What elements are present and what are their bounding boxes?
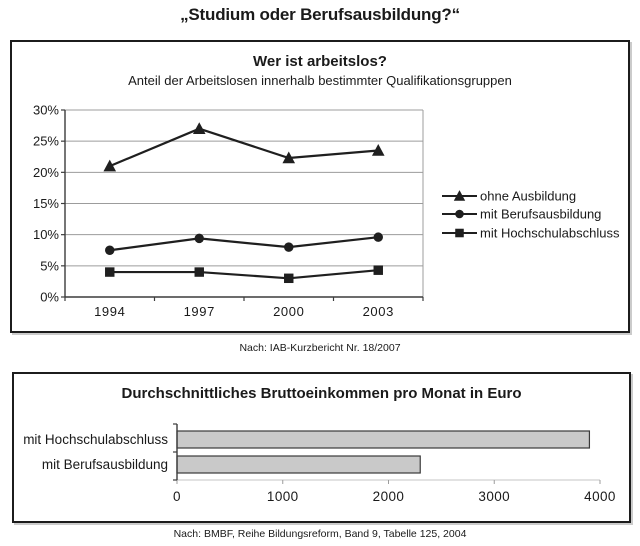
x-tick-label: 3000 [478, 489, 510, 504]
series-marker-triangle [282, 151, 296, 164]
page-title: „Studium oder Berufsausbildung?“ [180, 5, 460, 24]
source-iab: Nach: IAB-Kurzbericht Nr. 18/2007 [239, 342, 401, 354]
income-bar-chart: 0 1000 2000 3000 4000 mit Hochschulabschluss m… [23, 423, 616, 504]
series-marker-square [194, 267, 204, 277]
x-category-label: 1994 [94, 304, 125, 319]
bar [176, 455, 421, 474]
unemployment-chart-panel: Wer ist arbeitslos? Anteil der Arbeitslo… [10, 40, 630, 333]
series-marker-circle [194, 233, 204, 244]
income-chart-title: Durchschnittliches Bruttoeinkommen pro M… [121, 385, 522, 402]
x-category-label: 2000 [273, 304, 304, 319]
x-category-label: 2003 [363, 304, 394, 319]
y-tick-label: 25% [33, 134, 59, 149]
series-marker-circle [284, 242, 294, 252]
x-tick-label: 1000 [267, 489, 299, 504]
legend-marker-circle [455, 209, 464, 219]
y-tick-label: 15% [33, 196, 59, 211]
bar-category-label: mit Berufsausbildung [42, 457, 168, 472]
series-marker-triangle [103, 159, 117, 172]
series-marker-circle [373, 232, 383, 242]
y-tick-label: 5% [40, 258, 59, 273]
y-tick-label: 30% [33, 103, 59, 118]
x-category-label: 1997 [184, 304, 215, 319]
bar [176, 430, 591, 449]
x-tick-label: 0 [173, 489, 181, 504]
series-marker-square [373, 265, 383, 275]
y-tick-label: 0% [40, 290, 59, 305]
unemployment-line-chart: 0% 5% 10% 15% 20% 25% 30% 1994 1997 2000 2003 ohne … [33, 103, 620, 320]
series-line-circle [109, 236, 379, 252]
x-tick-label: 4000 [584, 489, 616, 504]
unemployment-chart-subtitle: Anteil der Arbeitslosen innerhalb bestim… [128, 73, 512, 88]
income-chart-panel: Durchschnittliches Bruttoeinkommen pro M… [12, 372, 631, 523]
legend-label: mit Hochschulabschluss [480, 226, 620, 241]
series-marker-circle [105, 245, 115, 255]
series-marker-triangle [192, 122, 206, 134]
series-marker-triangle [371, 144, 385, 156]
y-tick-label: 20% [33, 165, 59, 180]
unemployment-chart-title: Wer ist arbeitslos? [253, 53, 387, 70]
series-marker-square [284, 273, 294, 284]
legend-marker-square [455, 228, 464, 238]
source-bmbf: Nach: BMBF, Reihe Bildungsreform, Band 9… [173, 528, 467, 540]
x-tick-label: 2000 [373, 489, 405, 504]
series-line-square [109, 269, 379, 280]
series-line-triangle [109, 127, 379, 168]
legend-label: mit Berufsausbildung [480, 207, 601, 222]
series-marker-square [105, 267, 115, 277]
legend-label: ohne Ausbildung [480, 189, 576, 204]
bar-category-label: mit Hochschulabschluss [23, 432, 168, 447]
legend-marker-triangle [453, 190, 466, 201]
y-tick-label: 10% [33, 227, 59, 242]
